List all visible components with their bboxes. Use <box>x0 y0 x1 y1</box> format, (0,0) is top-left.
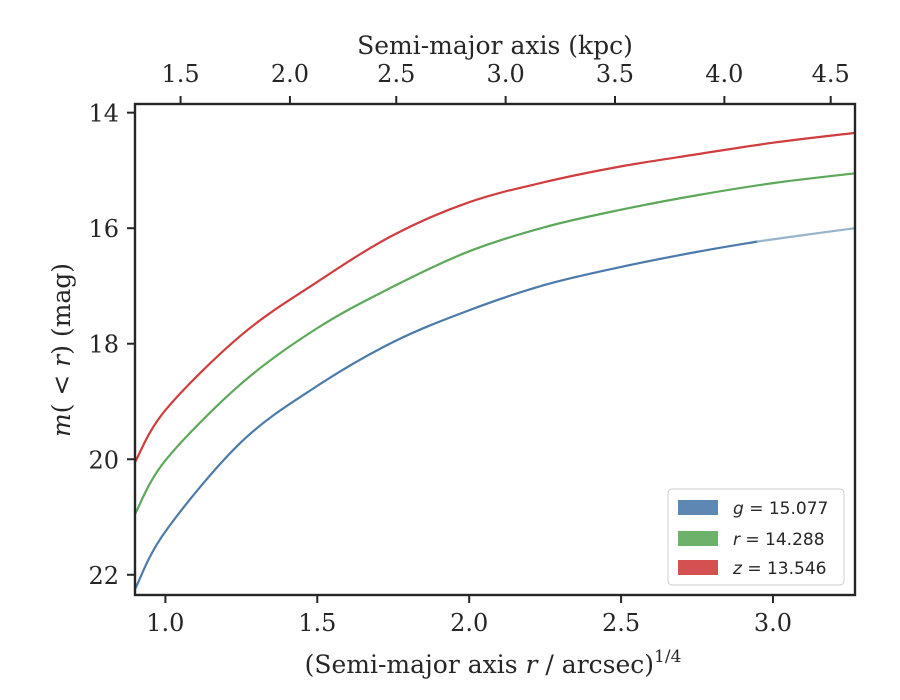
x-tick-label: 1.5 <box>298 609 336 637</box>
legend-label-z-var: z <box>732 559 743 579</box>
top-x-tick-label: 3.5 <box>596 60 634 88</box>
legend-label-g: g = 15.077 <box>733 499 828 519</box>
legend: g = 15.077 r = 14.288 z = 13.546 <box>667 488 845 586</box>
legend-swatch-z <box>678 560 718 575</box>
y-tick-label: 16 <box>88 215 119 243</box>
x-axis-title-exponent: 1/4 <box>654 647 681 667</box>
series-line-g <box>133 240 759 591</box>
y-axis-title: m( < r) (mag) <box>47 263 76 437</box>
top-x-tick-label: 4.0 <box>705 60 743 88</box>
legend-label-g-var: g <box>733 499 744 519</box>
legend-label-r-var: r <box>733 530 741 550</box>
legend-label-g-value: = 15.077 <box>744 499 829 519</box>
top-x-tick-label: 1.5 <box>161 60 199 88</box>
top-x-tick-label: 2.0 <box>271 60 309 88</box>
plot-frame <box>133 102 857 597</box>
top-axis-title: Semi-major axis (kpc) <box>357 31 633 60</box>
y-tick-label: 20 <box>88 446 119 474</box>
x-axis-title-part-1: (Semi-major axis <box>305 650 526 679</box>
top-x-tick-label: 3.0 <box>487 60 525 88</box>
top-x-tick-label: 2.5 <box>377 60 415 88</box>
x-tick-label: 2.5 <box>602 609 640 637</box>
legend-label-r: r = 14.288 <box>733 530 825 550</box>
series-line-r <box>133 172 857 516</box>
x-axis-title-variable: r <box>526 650 540 679</box>
y-axis-title-part-1: ( < <box>47 367 76 414</box>
series-layer <box>133 131 857 591</box>
y-tick-label: 22 <box>88 562 119 590</box>
legend-swatch-g <box>678 500 718 515</box>
y-tick-label: 18 <box>88 331 119 359</box>
legend-label-z: z = 13.546 <box>732 559 826 579</box>
y-axis-title-variable: m <box>47 413 76 437</box>
x-tick-label: 1.0 <box>146 609 184 637</box>
legend-swatch-r <box>678 531 718 546</box>
axis-layer: 1.0 1.5 2.0 2.5 3.0 14 16 18 20 22 1.5 2.0 2.5 3.0 3.5… <box>88 60 849 637</box>
top-x-tick-label: 4.5 <box>812 60 850 88</box>
legend-label-z-value: = 13.546 <box>742 559 827 579</box>
series-line-g-extension <box>756 227 857 243</box>
y-axis-title-part-2: ) (mag) <box>47 263 76 355</box>
x-axis-title: (Semi-major axis r / arcsec)1/4 <box>305 647 682 679</box>
x-axis-title-part-2: / arcsec) <box>537 650 654 679</box>
y-tick-label: 14 <box>88 100 119 128</box>
series-line-z <box>133 131 857 464</box>
y-axis-title-radius: r <box>47 353 76 367</box>
x-tick-label: 2.0 <box>450 609 488 637</box>
legend-label-r-value: = 14.288 <box>740 530 825 550</box>
x-tick-label: 3.0 <box>754 609 792 637</box>
